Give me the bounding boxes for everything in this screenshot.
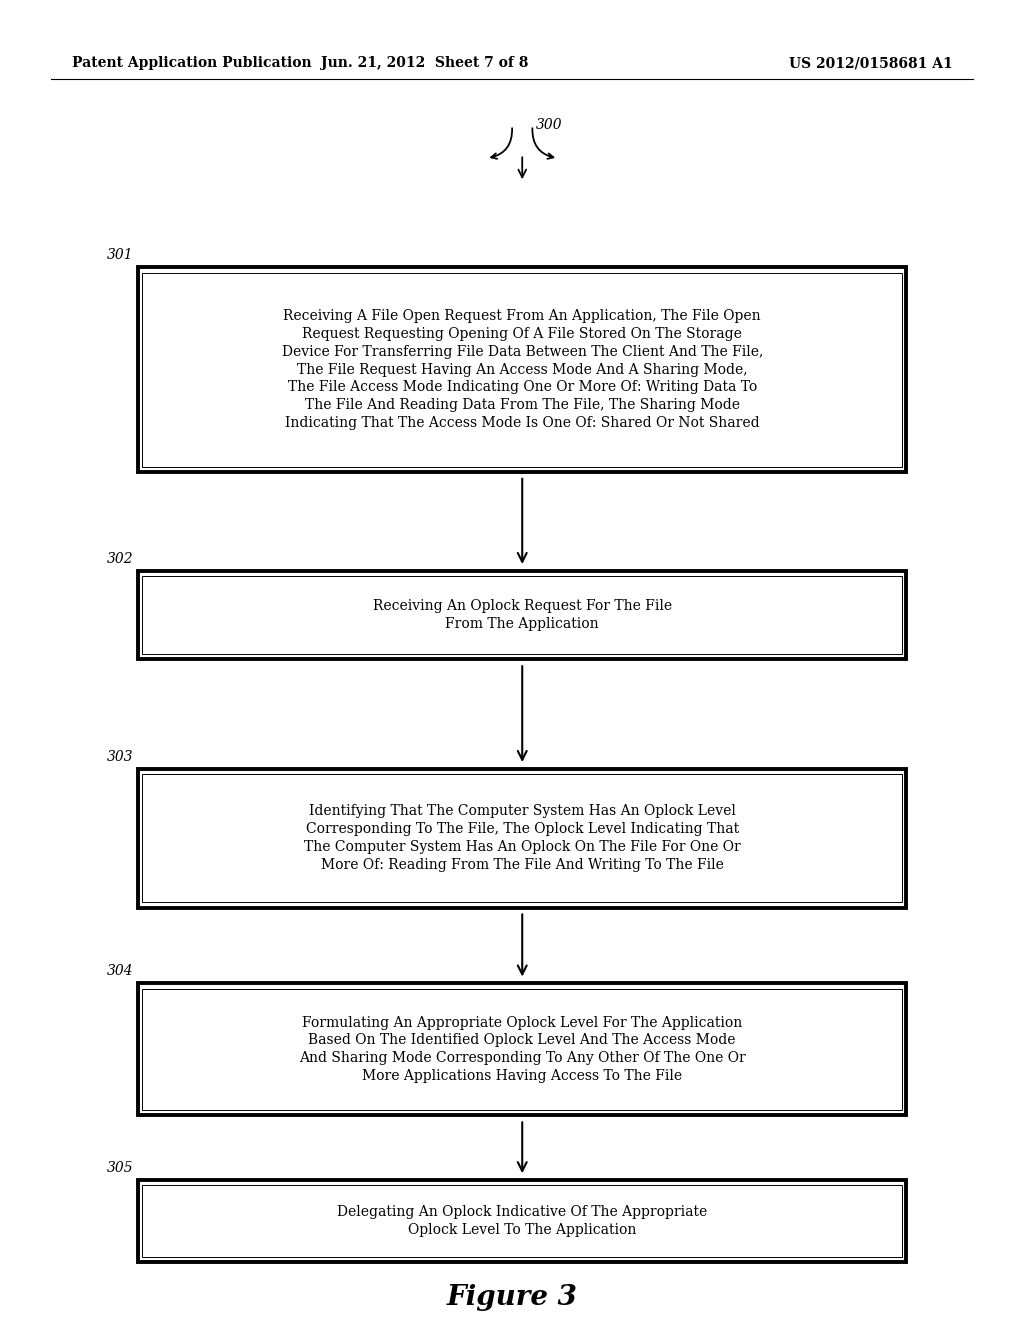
Text: Identifying That The Computer System Has An Oplock Level
Corresponding To The Fi: Identifying That The Computer System Has… [304, 804, 740, 873]
FancyBboxPatch shape [138, 1180, 906, 1262]
Text: 300: 300 [536, 119, 562, 132]
FancyBboxPatch shape [138, 768, 906, 908]
Text: Receiving An Oplock Request For The File
From The Application: Receiving An Oplock Request For The File… [373, 599, 672, 631]
Text: Formulating An Appropriate Oplock Level For The Application
Based On The Identif: Formulating An Appropriate Oplock Level … [299, 1015, 745, 1084]
FancyBboxPatch shape [138, 983, 906, 1115]
Text: Figure 3: Figure 3 [446, 1284, 578, 1311]
Text: 304: 304 [106, 964, 133, 978]
Text: 305: 305 [106, 1160, 133, 1175]
Text: Delegating An Oplock Indicative Of The Appropriate
Oplock Level To The Applicati: Delegating An Oplock Indicative Of The A… [337, 1205, 708, 1237]
Text: US 2012/0158681 A1: US 2012/0158681 A1 [788, 57, 952, 70]
Text: Receiving A File Open Request From An Application, The File Open
Request Request: Receiving A File Open Request From An Ap… [282, 309, 763, 430]
FancyBboxPatch shape [138, 570, 906, 659]
Text: 302: 302 [106, 552, 133, 565]
Text: Jun. 21, 2012  Sheet 7 of 8: Jun. 21, 2012 Sheet 7 of 8 [322, 57, 528, 70]
FancyBboxPatch shape [138, 267, 906, 473]
Text: 303: 303 [106, 750, 133, 763]
Text: 301: 301 [106, 248, 133, 261]
Text: Patent Application Publication: Patent Application Publication [72, 57, 311, 70]
